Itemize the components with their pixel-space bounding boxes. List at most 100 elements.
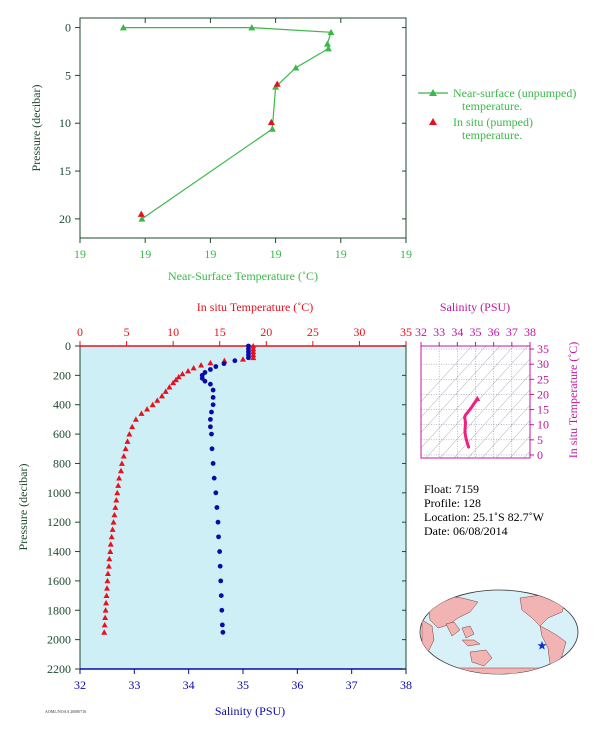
salinity-point <box>217 563 223 569</box>
temperature-point <box>102 607 109 613</box>
top-y-tick-label: 20 <box>59 212 71 226</box>
main-y-tick-label: 400 <box>53 398 71 412</box>
ts-y-tick-label: 25 <box>537 372 549 386</box>
top-x-tick-label: 19 <box>270 247 282 261</box>
salinity-point <box>219 607 225 613</box>
temperature-point <box>104 570 111 576</box>
legend-green-marker <box>429 89 437 96</box>
legend-red-label-1: In situ (pumped) <box>453 115 533 129</box>
temperature-point <box>116 475 123 481</box>
top-series-line <box>123 27 332 220</box>
temperature-point <box>101 629 108 635</box>
legend-green-label-1: Near-surface (unpumped) <box>453 86 576 100</box>
main-top-axis-label: In situ Temperature (˚C) <box>197 300 314 314</box>
temperature-point <box>190 365 197 371</box>
top-y-axis-label: Pressure (decibar) <box>29 85 43 172</box>
legend-red-label-2: temperature. <box>462 128 522 142</box>
temperature-point <box>158 392 165 399</box>
main-bottom-tick-label: 37 <box>346 678 358 692</box>
ts-density-contour <box>523 450 530 458</box>
temperature-point <box>149 401 156 408</box>
footer-credit: AOML/NOAA 20080716 <box>45 709 86 714</box>
float-id: Float: 7159 <box>424 482 479 496</box>
salinity-point <box>208 424 213 430</box>
temperature-point <box>103 599 110 606</box>
temperature-point <box>250 343 257 349</box>
main-bottom-tick-label: 33 <box>128 678 140 692</box>
top-legend: Near-surface (unpumped) temperature. In … <box>418 86 576 142</box>
main-y-tick-label: 2000 <box>47 633 71 647</box>
salinity-point <box>211 475 217 481</box>
top-plot-frame <box>79 17 407 239</box>
world-map <box>419 589 579 675</box>
main-chart: 0 5 10 15 20 25 30 35 32 33 34 35 36 37 38 0 200 400 600… <box>16 300 412 718</box>
salinity-point <box>219 622 225 628</box>
top-y-tick-label: 0 <box>65 21 71 35</box>
main-y-tick-label: 200 <box>53 368 71 382</box>
salinity-point <box>221 361 227 367</box>
temperature-point <box>175 373 182 380</box>
salinity-point <box>202 378 208 384</box>
main-top-tick-label: 30 <box>353 325 365 339</box>
map-float-star-icon <box>537 641 547 650</box>
salinity-point <box>213 364 219 369</box>
ts-density-contour <box>439 358 530 458</box>
salinity-point <box>209 446 215 452</box>
ts-curve <box>463 397 479 449</box>
top-surface-point <box>292 64 300 71</box>
top-surface-point <box>268 125 276 132</box>
main-bottom-tick-label: 32 <box>74 678 86 692</box>
salinity-point <box>232 358 238 364</box>
salinity-point <box>208 417 213 422</box>
main-y-tick-label: 800 <box>53 456 71 470</box>
float-info: Float: 7159 Profile: 128 Location: 25.1˚… <box>424 482 545 538</box>
salinity-point <box>213 490 219 496</box>
salinity-point <box>210 461 216 466</box>
main-top-tick-label: 0 <box>77 325 83 339</box>
main-bottom-axis-label: Salinity (PSU) <box>215 704 285 718</box>
temperature-point <box>250 348 257 355</box>
temperature-point <box>250 351 257 358</box>
temperature-point <box>170 379 177 386</box>
temperature-point <box>144 406 151 412</box>
top-insitu-point <box>137 210 145 217</box>
ts-y-tick-label: 10 <box>537 418 549 432</box>
temperature-point <box>106 555 113 562</box>
temperature-point <box>198 362 205 368</box>
top-surface-point <box>138 215 146 222</box>
ts-y-tick-label: 20 <box>537 387 549 401</box>
ts-x-tick-label: 33 <box>433 325 445 339</box>
ts-x-tick-label: 34 <box>451 325 463 339</box>
top-y-tick-label: 10 <box>59 116 71 130</box>
main-bottom-tick-label: 38 <box>400 678 412 692</box>
salinity-point <box>246 355 251 361</box>
main-bottom-tick-label: 34 <box>183 678 195 692</box>
location: Location: 25.1˚S 82.7˚W <box>424 510 545 524</box>
salinity-point <box>218 593 224 598</box>
top-insitu-point <box>273 80 281 87</box>
temperature-point <box>207 359 214 366</box>
temperature-point <box>108 533 115 540</box>
temperature-point <box>105 563 112 569</box>
main-top-tick-label: 35 <box>400 325 412 339</box>
top-y-tick-label: 15 <box>59 164 71 178</box>
temperature-point <box>114 489 121 496</box>
salinity-point <box>210 394 216 400</box>
ts-density-contour <box>421 346 473 403</box>
temperature-point <box>172 376 179 383</box>
ts-density-contour <box>467 389 530 458</box>
legend-red-marker <box>429 118 437 125</box>
main-plot-background <box>80 346 406 669</box>
top-surface-point <box>248 24 256 31</box>
temperature-point <box>124 438 131 444</box>
ts-x-tick-label: 32 <box>415 325 427 339</box>
main-y-axis-label: Pressure (decibar) <box>16 464 30 551</box>
temperature-point <box>138 410 145 416</box>
ts-density-contour <box>495 420 530 458</box>
main-y-tick-label: 600 <box>53 427 71 441</box>
temperature-point <box>104 577 111 584</box>
temperature-point <box>111 511 118 518</box>
main-top-tick-label: 25 <box>307 325 319 339</box>
